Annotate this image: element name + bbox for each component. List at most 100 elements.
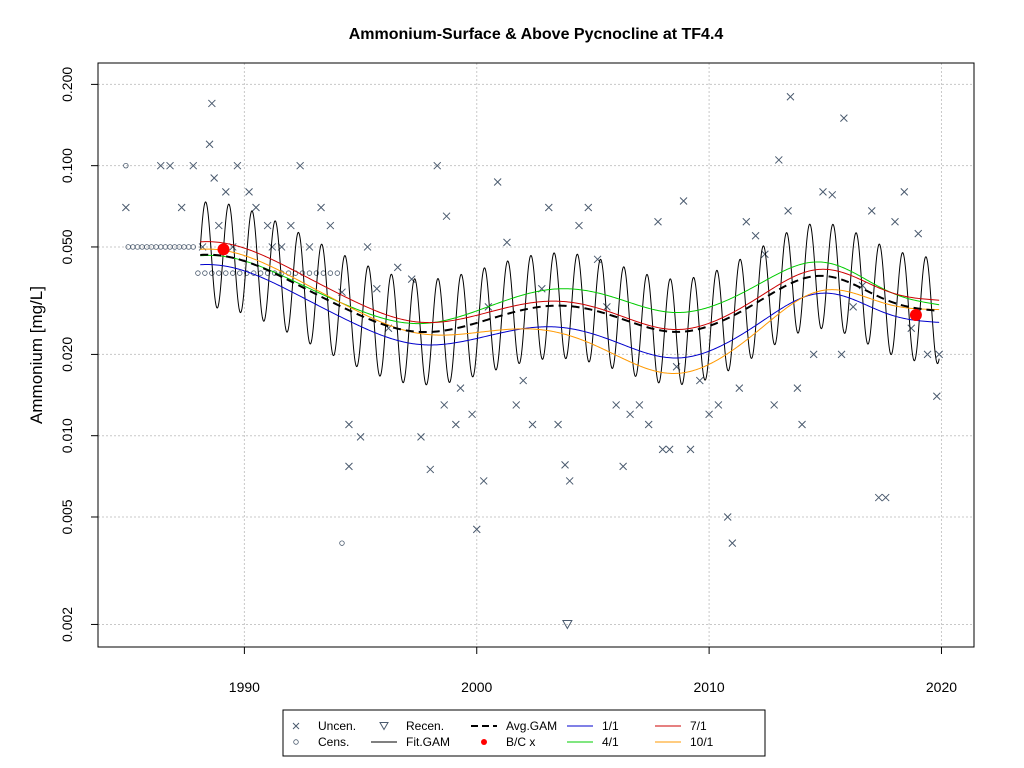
uncensored-point (189, 161, 198, 170)
uncensored-point (565, 477, 574, 485)
legend-label: Recen. (406, 719, 444, 733)
censored-point (195, 270, 201, 276)
uncensored-point (786, 92, 795, 101)
uncensored-point (345, 420, 353, 429)
uncensored-point (317, 203, 325, 212)
uncensored-point (468, 410, 476, 419)
uncensored-point (326, 221, 335, 230)
recensored-point (562, 619, 573, 630)
uncensored-point (735, 384, 744, 393)
uncensored-point (935, 350, 943, 359)
legend: Uncen. Cens. Recen. Fit.GAM Avg.GAM B/C x 1/1 4… (282, 709, 766, 757)
uncensored-point (544, 203, 553, 212)
uncensored-point (372, 284, 381, 293)
uncensored-point (528, 420, 537, 429)
uncensored-point (252, 203, 260, 212)
uncensored-point (837, 350, 846, 359)
legend-label: 10/1 (690, 735, 714, 749)
uncensored-point (519, 376, 528, 385)
uncensored-point (626, 410, 634, 419)
x-tick-label: 1990 (229, 679, 260, 695)
uncensored-point (654, 217, 662, 226)
legend-label: Cens. (318, 735, 349, 749)
censored-point (216, 270, 222, 276)
uncensored-point (679, 197, 688, 205)
uncensored-point (554, 420, 562, 429)
uncensored-point (363, 243, 372, 251)
uncensored-point (849, 303, 858, 311)
uncensored-point (205, 140, 214, 149)
x-tick-label: 2000 (461, 679, 492, 695)
uncensored-point (479, 477, 488, 485)
uncensored-point (819, 187, 827, 196)
uncensored-point (440, 401, 449, 409)
uncensored-point (686, 445, 695, 454)
uncensored-point (210, 174, 219, 182)
uncensored-point (263, 221, 272, 230)
x-tick-label: 2020 (926, 679, 957, 695)
uncensored-point (705, 410, 713, 419)
y-axis-ticks: 0.002 0.005 0.010 0.020 0.050 0.100 0.200 (59, 67, 98, 642)
uncensored-point (619, 462, 627, 471)
uncensored-point (658, 445, 667, 454)
uncensored-point (774, 156, 783, 164)
uncensored-point (603, 303, 611, 311)
uncensored-point (575, 221, 583, 230)
uncensored-point (723, 513, 732, 521)
censored-point (334, 270, 341, 276)
uncensored-point (433, 161, 442, 170)
legend-box (282, 709, 766, 757)
uncensored-point (214, 221, 223, 230)
legend-symbol-circle (293, 739, 299, 745)
uncensored-point (233, 161, 242, 170)
uncensored-point (828, 190, 837, 199)
censored-point (202, 270, 208, 276)
uncensored-point (612, 401, 621, 409)
uncensored-point (793, 384, 802, 393)
avg-gam-line (200, 253, 940, 334)
chart-title: Ammonium-Surface & Above Pycnocline at T… (349, 26, 724, 43)
uncensored-point (923, 350, 932, 359)
uncensored-point (635, 401, 644, 409)
uncensored-point (728, 539, 737, 548)
uncensored-point (356, 433, 365, 441)
uncensored-point (932, 392, 941, 401)
uncensored-point (156, 161, 165, 170)
censored-point (257, 270, 264, 276)
legend-label: Fit.GAM (406, 735, 450, 749)
uncensored-point (493, 178, 502, 186)
s4-1-line (200, 254, 940, 325)
uncensored-point (296, 161, 305, 170)
uncensored-point (695, 376, 704, 385)
uncensored-point (345, 462, 353, 471)
uncensored-point (784, 207, 792, 215)
uncensored-point (122, 203, 130, 212)
uncensored-point (512, 401, 521, 409)
legend-symbol-x (292, 722, 300, 730)
legend-symbol-dot (481, 739, 487, 745)
model-curves (199, 201, 940, 386)
uncensored-point (714, 401, 723, 409)
fit-gam-line (199, 201, 940, 386)
uncensored-point (840, 114, 848, 122)
censored-point (237, 270, 243, 276)
uncensored-point (584, 203, 593, 212)
uncensored-point (770, 401, 779, 409)
plot-border (97, 62, 975, 648)
uncensored-point (177, 203, 186, 212)
y-tick-label: 0.002 (59, 607, 75, 642)
s1-1-line (200, 264, 940, 359)
uncensored-point (166, 161, 174, 170)
y-tick-label: 0.200 (59, 67, 75, 102)
uncensored-point (907, 324, 916, 333)
censored-point (313, 270, 320, 276)
x-axis-ticks: 1990 2000 2010 2020 (229, 647, 957, 695)
y-tick-label: 0.020 (59, 337, 75, 372)
censored-point (190, 244, 196, 250)
s7-1-line (200, 241, 940, 331)
y-tick-label: 0.100 (59, 148, 75, 183)
censored-point (230, 270, 236, 276)
uncensored-point (644, 420, 653, 429)
bc-point (217, 243, 230, 256)
uncensored-point (809, 350, 818, 359)
